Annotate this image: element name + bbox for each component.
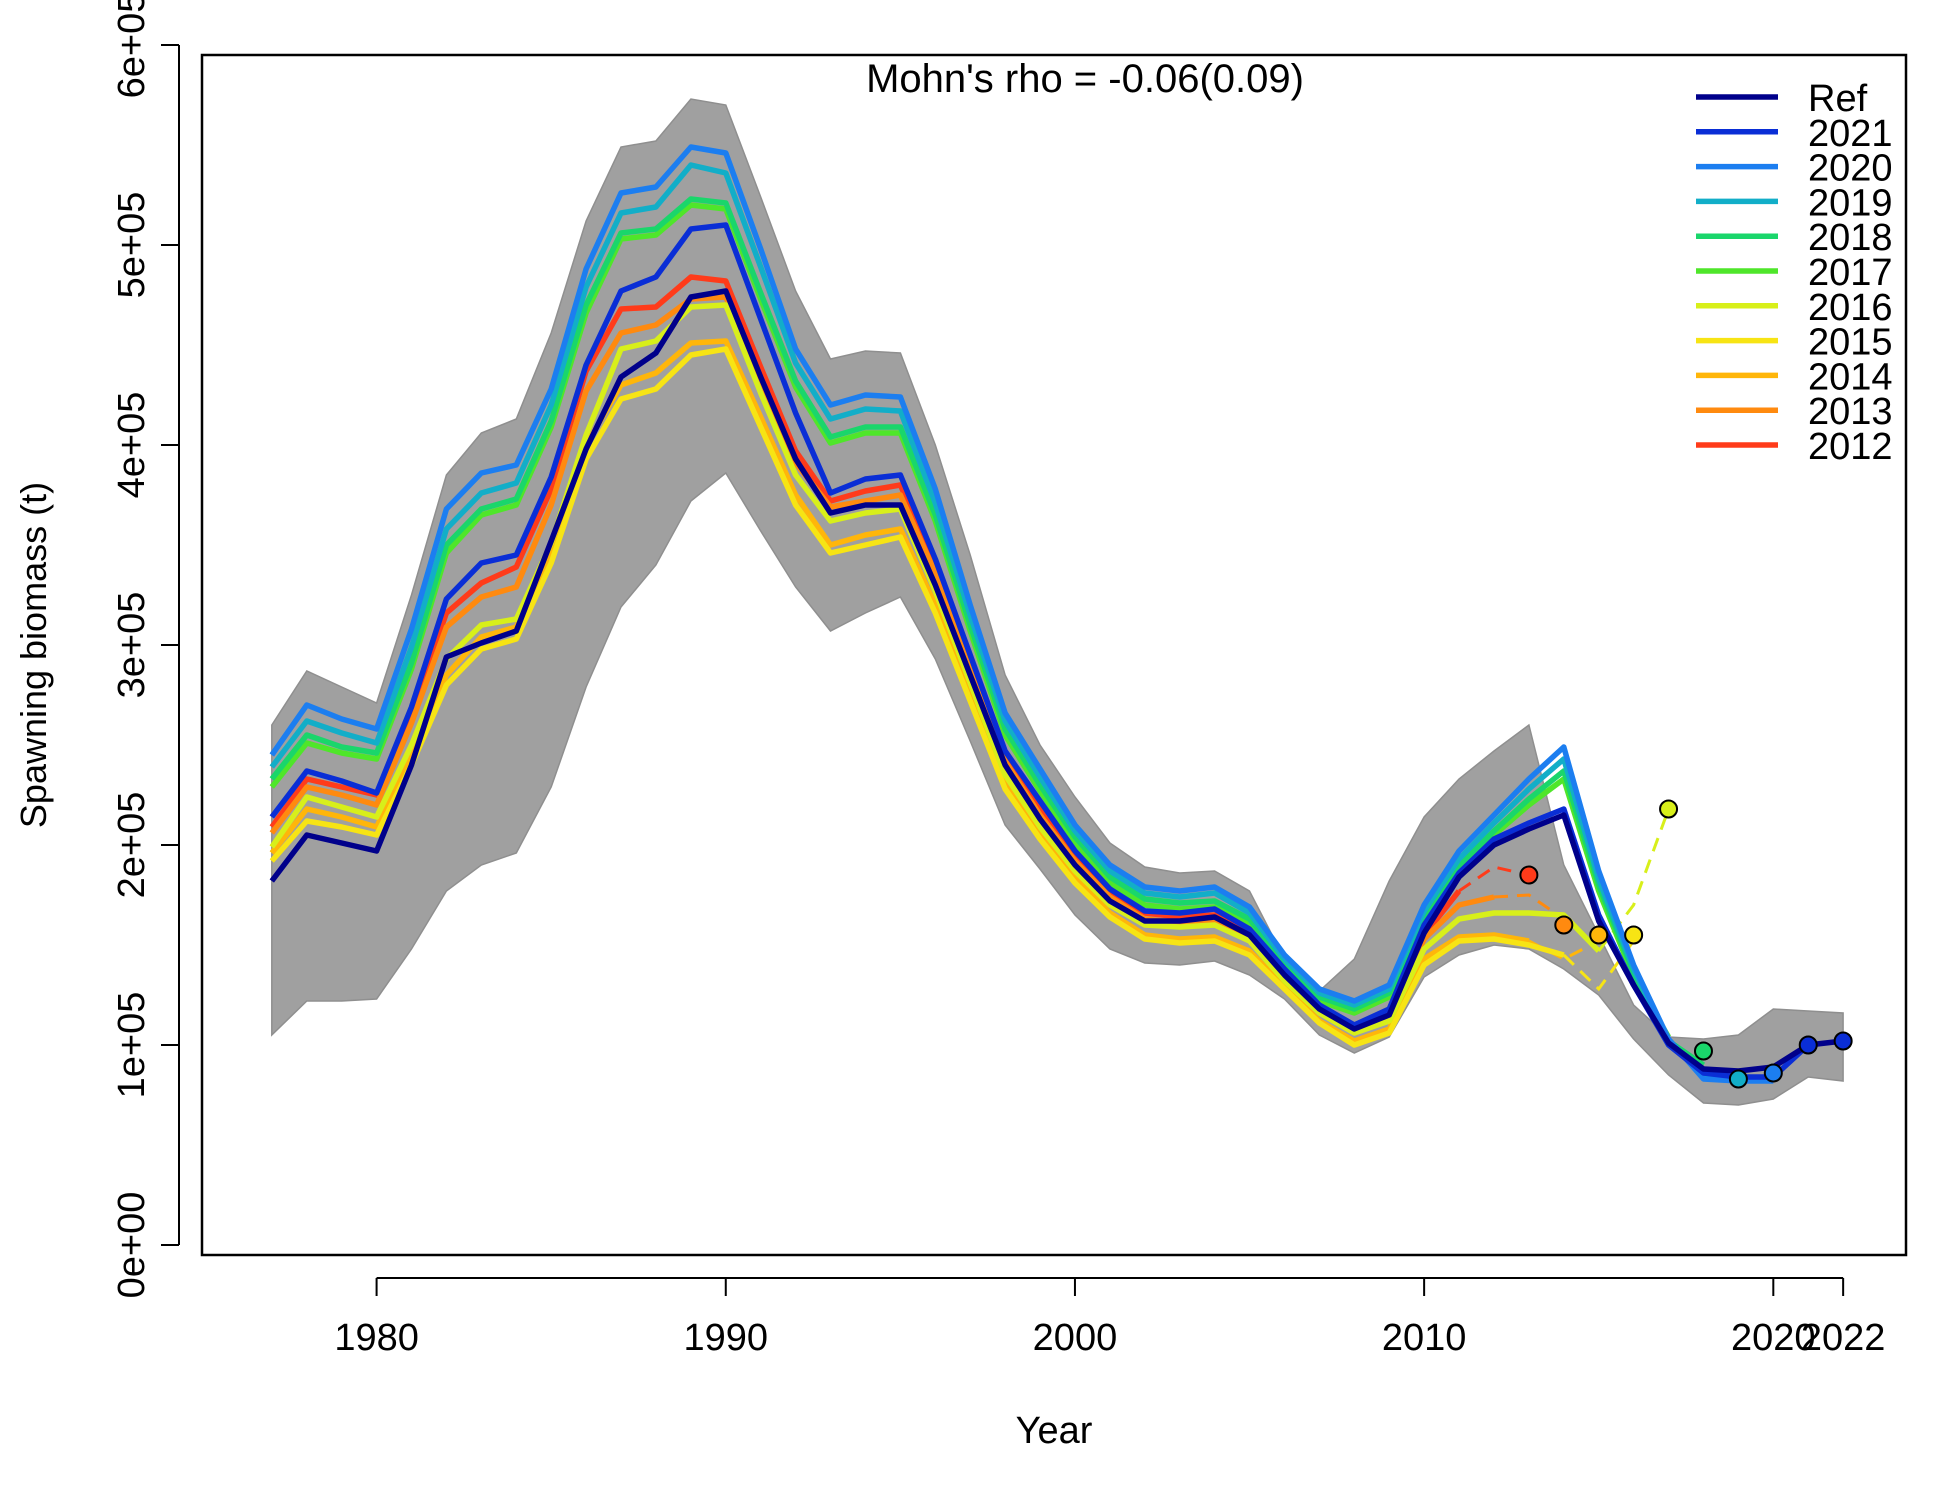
x-tick-label: 1980 xyxy=(334,1317,419,1359)
y-axis: 0e+00 1e+05 2e+05 3e+05 4e+05 5e+05 6e+05 xyxy=(111,0,180,1299)
x-tick-label: 2000 xyxy=(1033,1317,1118,1359)
y-axis-label: Spawning biomass (t) xyxy=(13,482,54,828)
legend-item-2012: 2012 xyxy=(1696,426,1893,468)
marker-ref xyxy=(1833,1031,1853,1051)
marker-2013 xyxy=(1554,915,1574,935)
legend-item-2019: 2019 xyxy=(1696,182,1893,224)
x-tick-label: 1990 xyxy=(683,1317,768,1359)
marker-2016 xyxy=(1659,799,1679,819)
series-lines xyxy=(269,144,1844,1084)
legend-item-2015: 2015 xyxy=(1696,322,1893,364)
legend-item-2013: 2013 xyxy=(1696,391,1893,433)
legend-item-ref: Ref xyxy=(1696,78,1868,120)
confidence-band xyxy=(271,98,1844,1106)
legend-label: 2019 xyxy=(1808,182,1893,224)
legend-label: 2015 xyxy=(1808,322,1893,364)
series-2013-forecast-line xyxy=(1493,893,1565,921)
plot-frame xyxy=(200,53,1908,1257)
series-2021-line xyxy=(269,222,1811,1080)
x-axis-label: Year xyxy=(1016,1410,1093,1452)
series-2019-line xyxy=(269,162,1739,1080)
marker-2015 xyxy=(1624,925,1644,945)
marker-2018 xyxy=(1693,1041,1713,1061)
legend: Ref2021202020192018201720162015201420132… xyxy=(1696,78,1893,468)
legend-label: 2017 xyxy=(1808,252,1893,294)
legend-label: 2013 xyxy=(1808,391,1893,433)
x-tick-label: 2010 xyxy=(1382,1317,1467,1359)
legend-item-2018: 2018 xyxy=(1696,217,1893,259)
y-tick-label: 0e+00 xyxy=(111,1192,153,1299)
terminal-markers xyxy=(1519,799,1853,1089)
legend-label: 2016 xyxy=(1808,287,1893,329)
legend-item-2021: 2021 xyxy=(1696,113,1893,155)
marker-2021 xyxy=(1798,1035,1818,1055)
chart-title: Mohn's rho = -0.06(0.09) xyxy=(866,57,1304,101)
legend-label: 2018 xyxy=(1808,217,1893,259)
series-2015-line xyxy=(269,346,1565,1048)
x-tick-label: 2020 xyxy=(1731,1317,1816,1359)
y-tick-label: 1e+05 xyxy=(111,992,153,1099)
legend-label: 2012 xyxy=(1808,426,1893,468)
series-2020-line xyxy=(269,144,1774,1084)
x-tick-label: 2022 xyxy=(1801,1317,1886,1359)
legend-label: Ref xyxy=(1808,78,1868,120)
series-2018-line xyxy=(269,196,1706,1068)
series-2015-forecast-line xyxy=(1562,940,1635,992)
legend-label: 2021 xyxy=(1808,113,1893,155)
marker-2014 xyxy=(1589,925,1609,945)
marker-2020 xyxy=(1763,1063,1783,1083)
legend-item-2014: 2014 xyxy=(1696,356,1893,398)
confidence-band-area xyxy=(271,98,1844,1106)
marker-2019 xyxy=(1728,1069,1748,1089)
series-2016-forecast-line xyxy=(1597,808,1671,952)
y-tick-label: 3e+05 xyxy=(111,592,153,699)
legend-label: 2020 xyxy=(1808,148,1893,190)
y-tick-label: 2e+05 xyxy=(111,792,153,899)
legend-item-2020: 2020 xyxy=(1696,148,1893,190)
y-tick-label: 5e+05 xyxy=(111,192,153,299)
legend-label: 2014 xyxy=(1808,356,1893,398)
marker-2012 xyxy=(1519,865,1539,885)
legend-item-2017: 2017 xyxy=(1696,252,1893,294)
series-ref-line xyxy=(269,288,1844,1074)
y-tick-label: 6e+05 xyxy=(111,0,153,98)
legend-item-2016: 2016 xyxy=(1696,287,1893,329)
y-tick-label: 4e+05 xyxy=(111,392,153,499)
